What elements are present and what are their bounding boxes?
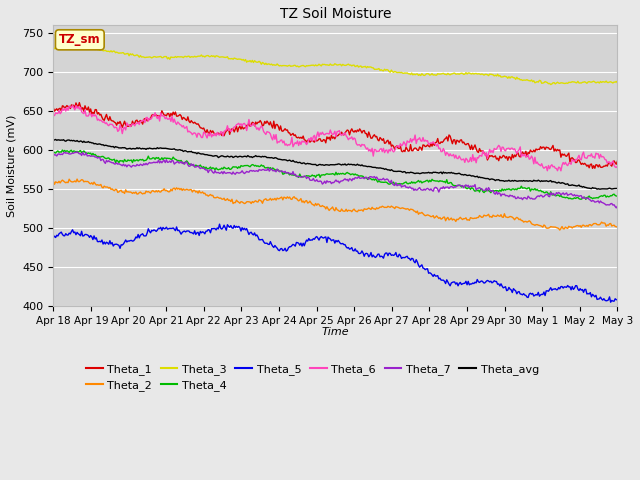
Theta_5 [216, 221, 223, 227]
Theta_1 [319, 138, 326, 144]
Theta_7 [601, 201, 609, 207]
Theta_2 [513, 215, 521, 220]
Theta_3 [513, 74, 521, 80]
Line: Theta_1: Theta_1 [53, 103, 618, 168]
Theta_4 [49, 149, 57, 155]
Theta_1 [356, 126, 364, 132]
Theta_1 [322, 140, 330, 146]
Theta_2 [322, 206, 330, 212]
Text: TZ_sm: TZ_sm [59, 33, 100, 47]
Theta_7 [322, 180, 330, 186]
Theta_1 [49, 105, 57, 111]
Y-axis label: Soil Moisture (mV): Soil Moisture (mV) [7, 114, 17, 216]
Line: Theta_avg: Theta_avg [53, 140, 618, 189]
Title: TZ Soil Moisture: TZ Soil Moisture [280, 7, 391, 21]
Theta_3 [319, 61, 326, 67]
Theta_3 [547, 82, 555, 87]
Theta_6 [557, 168, 564, 174]
Theta_avg [319, 162, 326, 168]
Line: Theta_3: Theta_3 [53, 47, 618, 84]
Theta_avg [52, 137, 60, 143]
Theta_avg [387, 168, 394, 173]
Theta_2 [356, 207, 364, 213]
Line: Theta_4: Theta_4 [53, 150, 618, 199]
Theta_6 [322, 131, 330, 137]
Theta_4 [322, 171, 330, 177]
Theta_avg [513, 178, 521, 184]
Line: Theta_5: Theta_5 [53, 224, 618, 302]
Theta_1 [614, 158, 621, 164]
Theta_3 [387, 69, 394, 75]
Theta_6 [356, 142, 364, 148]
Theta_7 [73, 149, 81, 155]
Theta_3 [614, 80, 621, 86]
Theta_5 [614, 297, 621, 302]
Theta_3 [49, 45, 57, 51]
Theta_avg [356, 162, 364, 168]
Theta_7 [319, 181, 326, 187]
Theta_5 [356, 251, 364, 256]
Theta_7 [356, 175, 364, 181]
Theta_3 [602, 78, 610, 84]
Theta_5 [601, 298, 609, 303]
Theta_1 [513, 151, 521, 156]
Theta_2 [319, 203, 326, 208]
Theta_avg [322, 162, 330, 168]
Theta_4 [513, 187, 521, 192]
Theta_5 [607, 300, 614, 305]
Theta_1 [387, 139, 394, 144]
Theta_4 [602, 194, 610, 200]
Theta_2 [387, 204, 394, 210]
Theta_6 [602, 157, 610, 163]
Theta_5 [319, 235, 326, 240]
Theta_avg [614, 185, 621, 191]
Theta_2 [49, 178, 57, 184]
Theta_5 [513, 291, 521, 297]
Theta_7 [387, 180, 394, 186]
Theta_3 [356, 63, 364, 69]
Theta_5 [322, 234, 330, 240]
Theta_6 [319, 130, 326, 135]
Theta_1 [589, 166, 596, 171]
Theta_6 [513, 151, 521, 156]
Theta_avg [49, 137, 57, 143]
Theta_4 [582, 196, 589, 202]
Theta_5 [387, 251, 394, 256]
Theta_7 [513, 195, 521, 201]
Theta_6 [68, 103, 76, 108]
Theta_avg [602, 186, 610, 192]
Theta_2 [602, 223, 610, 229]
Theta_3 [322, 62, 330, 68]
Line: Theta_2: Theta_2 [53, 179, 618, 230]
Legend: Theta_1, Theta_2, Theta_3, Theta_4, Theta_5, Theta_6, Theta_7, Theta_avg: Theta_1, Theta_2, Theta_3, Theta_4, Thet… [81, 360, 543, 396]
Theta_7 [614, 203, 621, 209]
Theta_6 [387, 148, 394, 154]
Theta_avg [593, 186, 601, 192]
Theta_5 [49, 235, 57, 240]
Theta_2 [73, 176, 81, 182]
Theta_4 [387, 181, 394, 187]
Theta_2 [614, 224, 621, 230]
Theta_1 [602, 162, 610, 168]
Theta_4 [319, 172, 326, 178]
Theta_4 [356, 173, 364, 179]
Line: Theta_7: Theta_7 [53, 152, 618, 208]
Theta_7 [49, 151, 57, 156]
Theta_3 [68, 44, 76, 50]
Theta_1 [76, 100, 83, 106]
Theta_6 [49, 112, 57, 118]
Theta_2 [556, 227, 564, 233]
Theta_4 [58, 147, 66, 153]
Theta_4 [614, 193, 621, 199]
Theta_7 [612, 205, 620, 211]
Line: Theta_6: Theta_6 [53, 106, 618, 171]
X-axis label: Time: Time [321, 327, 349, 337]
Theta_6 [614, 163, 621, 169]
